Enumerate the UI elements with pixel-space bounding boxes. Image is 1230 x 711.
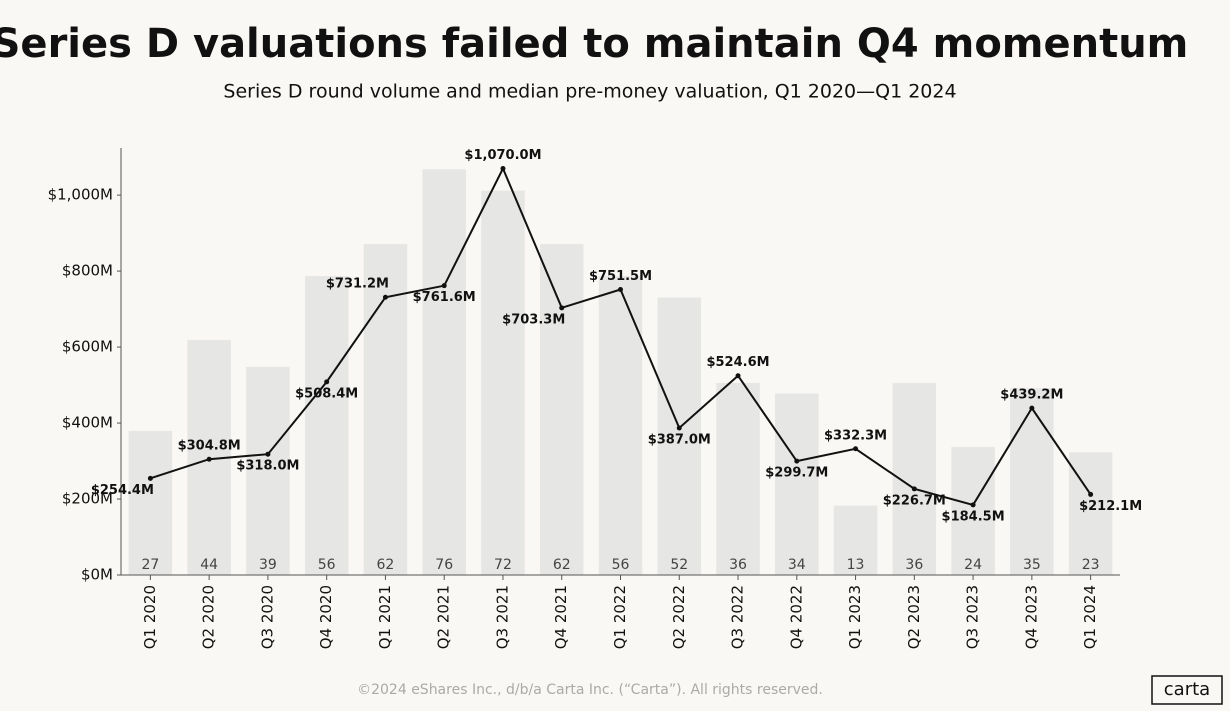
chart-subtitle: Series D round volume and median pre-mon… [223, 81, 956, 103]
line-point [324, 379, 330, 385]
bar-label: 36 [729, 557, 747, 573]
x-tick-label: Q1 2022 [611, 585, 629, 649]
bar-label: 72 [494, 557, 512, 573]
line-point [559, 305, 565, 311]
value-label: $387.0M [648, 432, 711, 447]
bar-label: 52 [670, 557, 688, 573]
line-point [735, 373, 741, 379]
bar-label: 44 [200, 557, 218, 573]
line-point [206, 456, 212, 462]
bar [775, 393, 819, 575]
value-label: $1,070.0M [464, 148, 541, 163]
bar-label: 39 [259, 557, 277, 573]
line-point [500, 166, 506, 172]
bar-label: 36 [905, 557, 923, 573]
bar [304, 276, 349, 575]
value-label: $508.4M [295, 386, 358, 401]
y-tick-label: $0M [81, 566, 113, 584]
line-point [1088, 491, 1094, 497]
bar-label: 23 [1082, 557, 1100, 573]
bar-label: 56 [612, 557, 630, 573]
bar-label: 34 [788, 557, 806, 573]
value-label: $318.0M [236, 459, 299, 474]
bar [128, 430, 173, 575]
bar [598, 276, 643, 575]
value-label: $184.5M [942, 509, 1005, 524]
bar [246, 366, 290, 575]
x-tick-label: Q2 2020 [200, 585, 218, 649]
bar-label: 62 [377, 557, 395, 573]
line-point [382, 294, 388, 300]
y-tick-label: $400M [62, 414, 113, 432]
logo-box [1151, 675, 1223, 705]
value-label: $226.7M [883, 493, 946, 508]
value-label: $703.3M [502, 312, 565, 327]
value-label: $751.5M [589, 269, 652, 284]
value-label: $212.1M [1079, 499, 1142, 514]
y-tick-label: $200M [62, 490, 113, 508]
bar [657, 297, 702, 575]
bar-label: 13 [847, 557, 865, 573]
bar [481, 190, 525, 575]
value-label: $761.6M [413, 290, 476, 305]
bar [1010, 388, 1054, 575]
line-point [853, 446, 859, 452]
line-point [441, 283, 447, 289]
line-point [265, 451, 271, 457]
value-label: $254.4M [91, 483, 154, 498]
x-tick-label: Q4 2021 [552, 585, 570, 649]
bar [833, 505, 878, 575]
chart-title: Series D valuations failed to maintain Q… [0, 21, 1188, 67]
x-tick-label: Q2 2023 [905, 585, 923, 649]
x-tick-label: Q4 2022 [787, 585, 805, 649]
line-point [676, 425, 682, 431]
logo: carta [1164, 679, 1210, 700]
x-tick-label: Q2 2021 [435, 585, 453, 649]
footer: ©2024 eShares Inc., d/b/a Carta Inc. (“C… [357, 682, 823, 698]
x-tick-label: Q1 2024 [1081, 585, 1099, 649]
value-label: $299.7M [765, 466, 828, 481]
bar-label: 62 [553, 557, 571, 573]
line-point [794, 458, 800, 464]
bar-label: 27 [141, 557, 159, 573]
bar-label: 76 [435, 557, 453, 573]
x-tick-label: Q1 2023 [846, 585, 864, 649]
y-tick-label: $1,000M [48, 186, 113, 204]
line-point [970, 502, 976, 508]
bar [716, 382, 760, 575]
line-point [1029, 405, 1035, 411]
bar-label: 56 [318, 557, 336, 573]
bar [951, 446, 995, 575]
value-label: $304.8M [178, 439, 241, 454]
line-point [618, 287, 623, 293]
bar-label: 24 [964, 557, 982, 573]
value-label: $332.3M [824, 428, 887, 443]
x-tick-label: Q3 2023 [964, 585, 982, 649]
x-tick-label: Q4 2020 [317, 585, 335, 649]
bar [539, 244, 584, 575]
line-point [147, 475, 153, 481]
line-point [911, 486, 917, 492]
bar [422, 169, 466, 575]
value-label: $439.2M [1000, 388, 1063, 403]
value-label: $731.2M [326, 277, 389, 292]
y-tick-label: $600M [62, 338, 113, 356]
x-tick-label: Q2 2022 [670, 585, 688, 649]
x-tick-label: Q3 2022 [729, 585, 747, 649]
value-label: $524.6M [706, 355, 769, 370]
x-tick-label: Q3 2020 [258, 585, 276, 649]
x-tick-label: Q3 2021 [493, 585, 511, 649]
bar-label: 35 [1023, 557, 1041, 573]
x-tick-label: Q4 2023 [1022, 585, 1040, 649]
y-tick-label: $800M [62, 262, 113, 280]
x-tick-label: Q1 2020 [141, 585, 159, 649]
x-tick-label: Q1 2021 [376, 585, 394, 649]
